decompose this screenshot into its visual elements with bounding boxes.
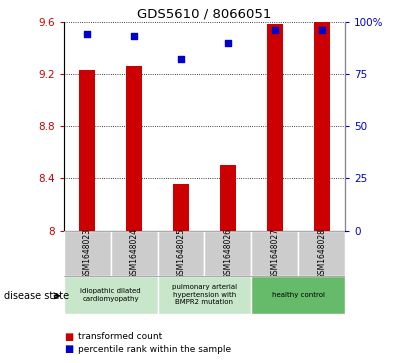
Text: GSM1648028: GSM1648028 <box>317 228 326 279</box>
Bar <box>173 184 189 231</box>
Bar <box>205 231 252 276</box>
Bar <box>220 165 236 231</box>
Bar <box>64 276 157 314</box>
Text: ■: ■ <box>64 344 73 354</box>
Point <box>225 40 231 46</box>
Bar <box>252 231 298 276</box>
Bar <box>111 231 157 276</box>
Text: ■: ■ <box>64 332 73 342</box>
Text: healthy control: healthy control <box>272 292 325 298</box>
Text: GSM1648023: GSM1648023 <box>83 228 92 279</box>
Point <box>178 57 184 62</box>
Text: percentile rank within the sample: percentile rank within the sample <box>78 345 231 354</box>
Bar <box>267 24 283 231</box>
Text: idiopathic dilated
cardiomyopathy: idiopathic dilated cardiomyopathy <box>80 288 141 302</box>
Point <box>319 27 325 33</box>
Bar <box>157 231 205 276</box>
Bar <box>79 70 95 231</box>
Text: GSM1648027: GSM1648027 <box>270 228 279 279</box>
Bar <box>314 22 330 231</box>
Title: GDS5610 / 8066051: GDS5610 / 8066051 <box>137 8 272 21</box>
Bar <box>252 276 345 314</box>
Bar <box>298 231 345 276</box>
Bar <box>157 276 252 314</box>
Bar <box>64 231 111 276</box>
Text: GSM1648024: GSM1648024 <box>129 228 139 279</box>
Point <box>84 32 90 37</box>
Text: pulmonary arterial
hypertension with
BMPR2 mutation: pulmonary arterial hypertension with BMP… <box>172 285 237 305</box>
Text: transformed count: transformed count <box>78 333 162 341</box>
Point <box>131 33 137 39</box>
Text: GSM1648026: GSM1648026 <box>224 228 233 279</box>
Text: GSM1648025: GSM1648025 <box>176 228 185 279</box>
Text: disease state: disease state <box>4 291 69 301</box>
Bar <box>126 66 142 231</box>
Point <box>272 27 278 33</box>
